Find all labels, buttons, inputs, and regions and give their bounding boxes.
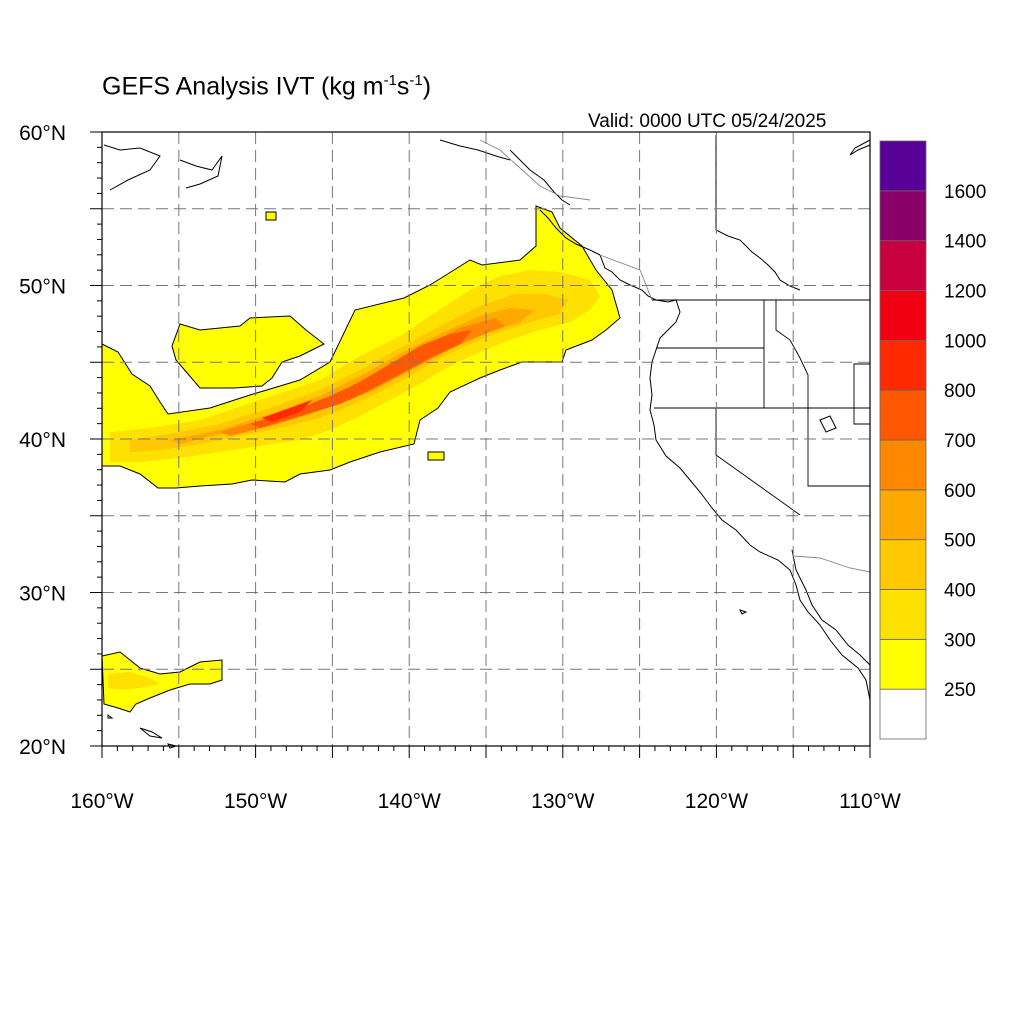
colorbar-swatch	[879, 339, 927, 391]
title-close-paren: )	[422, 72, 432, 101]
colorbar-label: 1200	[944, 282, 986, 303]
lat-tick-label: 50°N	[19, 276, 66, 299]
colorbar-label: 500	[944, 531, 976, 552]
colorbar: 250 300 400 500 600 700 800 1000 1200 1400 1600	[879, 140, 986, 740]
lon-tick-label: 140°W	[378, 790, 441, 813]
graticule	[102, 132, 870, 746]
latitude-labels: 60°N 50°N 40°N 30°N 20°N	[19, 122, 66, 759]
lat-tick-label: 30°N	[19, 583, 66, 606]
lon-tick-label: 130°W	[531, 790, 594, 813]
colorbar-swatch	[879, 688, 927, 740]
lon-tick-label: 120°W	[685, 790, 748, 813]
axis-ticks	[90, 131, 871, 758]
title-exponent-1: -1	[383, 72, 397, 89]
colorbar-label: 1000	[944, 331, 986, 352]
colorbar-label: 800	[944, 381, 976, 402]
colorbar-swatch	[879, 638, 927, 690]
ivt-contour-11	[427, 451, 445, 461]
lon-tick-label: 160°W	[70, 790, 133, 813]
colorbar-label: 250	[944, 680, 976, 701]
ivt-contour-6	[250, 330, 472, 428]
lat-tick-label: 60°N	[19, 122, 66, 145]
map-title: GEFS Analysis IVT (kg m-1s-1)	[102, 72, 431, 101]
colorbar-label: 700	[944, 431, 976, 452]
ivt-shading	[101, 205, 621, 713]
colorbar-label: 600	[944, 481, 976, 502]
colorbar-swatch	[879, 140, 927, 192]
ivt-contour-9	[108, 672, 160, 690]
colorbar-label: 1400	[944, 232, 986, 253]
colorbar-label: 1600	[944, 182, 986, 203]
map-plot-area: 160°W 150°W 140°W 130°W 120°W 110°W 60°N 50°N 4…	[19, 122, 901, 813]
colorbar-label: 300	[944, 630, 976, 651]
ivt-contour-8	[101, 651, 223, 713]
title-unit-s: s	[396, 72, 410, 101]
title-exponent-2: -1	[409, 72, 423, 89]
longitude-labels: 160°W 150°W 140°W 130°W 120°W 110°W	[70, 790, 901, 813]
colorbar-swatch	[879, 489, 927, 541]
colorbar-swatch	[879, 539, 927, 590]
lon-tick-label: 110°W	[839, 790, 901, 813]
colorbar-label: 400	[944, 581, 976, 602]
ivt-contour-7	[262, 400, 312, 422]
colorbar-swatch	[879, 389, 927, 441]
colorbar-swatch	[879, 240, 927, 291]
colorbar-swatch	[879, 290, 927, 341]
colorbar-swatch	[879, 589, 927, 640]
lon-tick-label: 150°W	[224, 790, 287, 813]
title-text: GEFS Analysis IVT (kg m	[102, 72, 384, 101]
valid-time-label: Valid: 0000 UTC 05/24/2025	[588, 111, 827, 132]
lat-tick-label: 20°N	[19, 736, 66, 759]
coastline	[103, 135, 871, 749]
colorbar-swatch	[879, 190, 927, 242]
lat-tick-label: 40°N	[19, 429, 66, 452]
colorbar-swatch	[879, 439, 927, 491]
ivt-contour-10	[265, 211, 277, 221]
